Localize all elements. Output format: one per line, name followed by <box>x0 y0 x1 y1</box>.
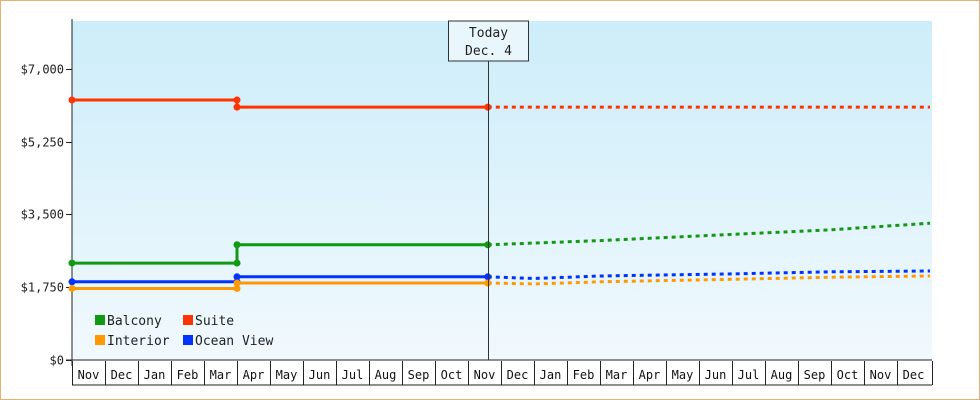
series-balcony-point <box>233 241 241 249</box>
series-interior-forecast-line <box>487 274 931 286</box>
month-label: Feb <box>177 368 199 382</box>
month-label: Jan <box>144 368 166 382</box>
legend-swatch-interior <box>95 335 105 345</box>
series-balcony-forecast-line <box>487 221 931 247</box>
y-tick-label: $7,000 <box>21 63 64 77</box>
y-tick-label: $1,750 <box>21 281 64 295</box>
series-interior-point <box>484 279 492 287</box>
month-label: Dec <box>903 368 925 382</box>
series-balcony-point <box>68 259 76 267</box>
legend-swatch-ocean-view <box>183 335 193 345</box>
month-label: Jul <box>738 368 760 382</box>
legend-label-balcony: Balcony <box>107 314 162 329</box>
series-interior-point <box>233 279 241 287</box>
y-tick-label: $5,250 <box>21 136 64 150</box>
month-label: Oct <box>837 368 859 382</box>
today-box <box>448 20 529 62</box>
month-label: Jan <box>540 368 562 382</box>
month-label: Apr <box>243 368 265 382</box>
month-label: Apr <box>639 368 661 382</box>
legend-label-suite: Suite <box>195 314 234 329</box>
today-label: Today <box>469 26 508 41</box>
series-interior-point <box>68 284 76 292</box>
month-label: Dec <box>507 368 529 382</box>
series-suite-point <box>484 103 492 111</box>
month-label: Sep <box>408 368 430 382</box>
series-balcony-point <box>484 241 492 249</box>
legend-swatch-balcony <box>95 315 105 325</box>
month-label: May <box>276 368 298 382</box>
month-label: Nov <box>870 368 892 382</box>
series-ocean-view-forecast-line <box>487 269 931 281</box>
month-label: Aug <box>375 368 397 382</box>
plot-background <box>72 21 932 360</box>
y-tick-label: $3,500 <box>21 208 64 222</box>
series-suite-history-line <box>72 98 488 109</box>
month-label: Jul <box>342 368 364 382</box>
legend-swatch-suite <box>183 315 193 325</box>
series-balcony-history-line <box>72 243 488 265</box>
month-label: Feb <box>573 368 595 382</box>
month-label: Nov <box>474 368 496 382</box>
today-date: Dec. 4 <box>465 44 512 59</box>
series-suite-point <box>233 96 241 104</box>
month-label: May <box>672 368 694 382</box>
series-ocean-view-point <box>233 273 241 281</box>
month-label: Mar <box>210 368 232 382</box>
month-label: Dec <box>111 368 133 382</box>
month-label: Aug <box>771 368 793 382</box>
series-interior-point <box>233 284 241 292</box>
series-ocean-view-point <box>484 273 492 281</box>
month-label: Jun <box>705 368 727 382</box>
legend-label-ocean-view: Ocean View <box>195 334 273 349</box>
month-label: Sep <box>804 368 826 382</box>
month-label: Nov <box>78 368 100 382</box>
series-suite-point <box>68 96 76 104</box>
series-balcony-point <box>233 259 241 267</box>
legend-label-interior: Interior <box>107 334 170 349</box>
series-ocean-view-point <box>68 278 76 286</box>
series-suite-point <box>233 103 241 111</box>
y-tick-label: $0 <box>50 354 64 368</box>
month-label: Oct <box>441 368 463 382</box>
month-label: Jun <box>309 368 331 382</box>
month-label: Mar <box>606 368 628 382</box>
